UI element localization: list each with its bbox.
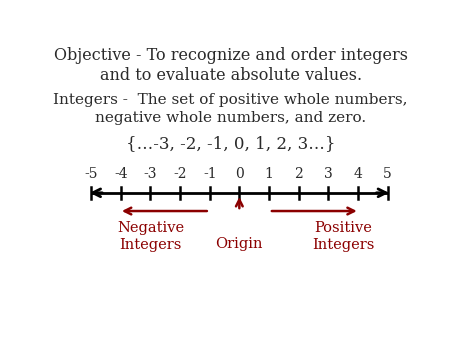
Text: 0: 0: [235, 167, 244, 180]
Text: -4: -4: [114, 167, 128, 180]
Text: -1: -1: [203, 167, 216, 180]
Text: 1: 1: [265, 167, 274, 180]
Text: Origin: Origin: [216, 237, 263, 251]
Text: -2: -2: [173, 167, 187, 180]
Text: 5: 5: [383, 167, 392, 180]
Text: negative whole numbers, and zero.: negative whole numbers, and zero.: [95, 111, 366, 125]
Text: and to evaluate absolute values.: and to evaluate absolute values.: [99, 67, 362, 83]
Text: 4: 4: [354, 167, 362, 180]
Text: 3: 3: [324, 167, 333, 180]
Text: Positive
Integers: Positive Integers: [312, 221, 374, 251]
Text: Objective - To recognize and order integers: Objective - To recognize and order integ…: [54, 47, 408, 64]
Text: Negative
Integers: Negative Integers: [117, 221, 184, 251]
Text: -3: -3: [144, 167, 157, 180]
Text: Integers -  The set of positive whole numbers,: Integers - The set of positive whole num…: [54, 93, 408, 106]
Text: {…-3, -2, -1, 0, 1, 2, 3…}: {…-3, -2, -1, 0, 1, 2, 3…}: [126, 136, 335, 152]
Text: -5: -5: [85, 167, 98, 180]
Text: 2: 2: [294, 167, 303, 180]
